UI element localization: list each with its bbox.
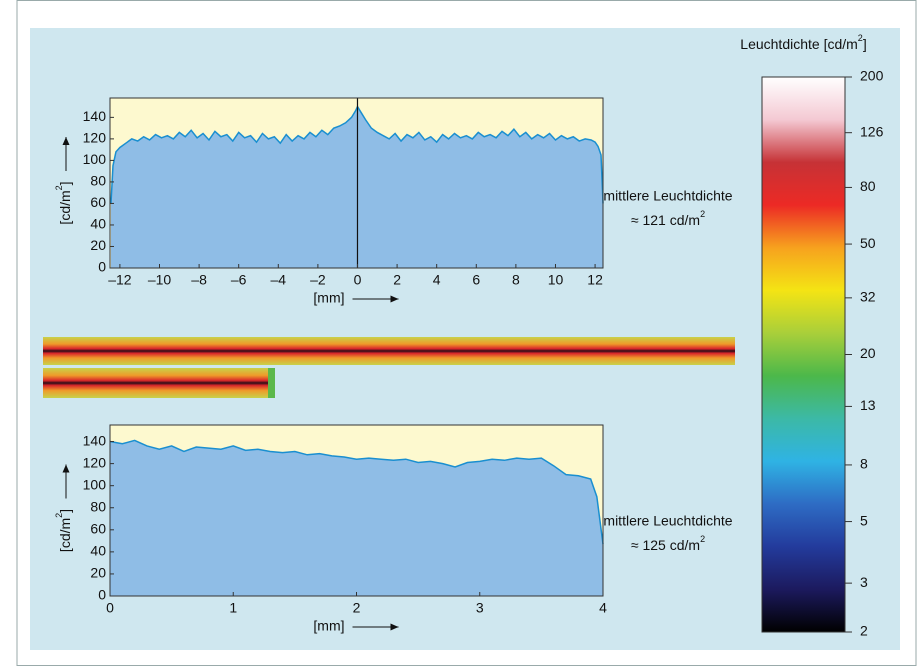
y-tick-label: 120 xyxy=(83,130,107,146)
x-axis-label: [mm] xyxy=(313,618,344,634)
y-axis-label-tail: ] xyxy=(57,181,73,185)
x-tick-label: 6 xyxy=(472,272,480,288)
area-fill xyxy=(110,440,603,596)
y-tick-label: 140 xyxy=(83,108,107,124)
x-tick-label: 8 xyxy=(512,272,520,288)
y-tick-label: 20 xyxy=(90,237,106,253)
y-tick-label: 8 xyxy=(860,456,868,472)
image-strip xyxy=(43,368,275,398)
y-tick-label: 32 xyxy=(860,289,876,305)
y-tick-label: 13 xyxy=(860,397,876,413)
x-tick-label: 4 xyxy=(599,600,607,616)
colorbar-title-text: Leuchtdichte [cd/m xyxy=(740,36,858,52)
x-tick-label: –4 xyxy=(271,272,287,288)
x-tick-label: –6 xyxy=(231,272,247,288)
y-tick-label: 5 xyxy=(860,512,868,528)
x-axis-label: [mm] xyxy=(313,290,344,306)
y-tick-label: 100 xyxy=(83,151,107,167)
y-tick-label: 200 xyxy=(860,68,884,84)
x-tick-label: 1 xyxy=(229,600,237,616)
colorbar xyxy=(762,77,845,632)
y-tick-label: 40 xyxy=(90,216,106,232)
y-tick-label: 0 xyxy=(98,587,106,603)
image-strip xyxy=(43,337,735,365)
y-tick-label: 80 xyxy=(90,173,106,189)
annotation-sup: 2 xyxy=(700,534,705,544)
annotation: mittlere Leuchtdichte xyxy=(603,513,732,529)
annotation: ≈ 121 cd/m2 xyxy=(631,209,705,227)
x-tick-label: 4 xyxy=(433,272,441,288)
y-tick-label: 40 xyxy=(90,543,106,559)
y-tick-label: 2 xyxy=(860,623,868,639)
x-tick-label: 2 xyxy=(393,272,401,288)
y-axis-label-text: [cd/m xyxy=(57,518,73,552)
y-tick-label: 20 xyxy=(90,565,106,581)
x-tick-label: 0 xyxy=(106,600,114,616)
y-tick-label: 80 xyxy=(860,178,876,194)
y-tick-label: 3 xyxy=(860,574,868,590)
y-tick-label: 80 xyxy=(90,498,106,514)
y-tick-label: 140 xyxy=(83,432,107,448)
image-strip-edge xyxy=(268,368,275,398)
figure: 020406080100120140–12–10–8–6–4–202468101… xyxy=(0,0,917,666)
y-tick-label: 0 xyxy=(98,259,106,275)
y-axis-label-text: [cd/m xyxy=(57,190,73,224)
y-tick-label: 50 xyxy=(860,235,876,251)
x-tick-label: 10 xyxy=(548,272,564,288)
colorbar-title: Leuchtdichte [cd/m2] xyxy=(740,33,866,51)
annotation-text: ≈ 121 cd/m xyxy=(631,212,700,228)
x-tick-label: 12 xyxy=(587,272,603,288)
y-tick-label: 120 xyxy=(83,454,107,470)
annotation: mittlere Leuchtdichte xyxy=(603,188,732,204)
x-tick-label: 3 xyxy=(476,600,484,616)
y-axis-label-tail: ] xyxy=(57,509,73,513)
x-tick-label: 0 xyxy=(354,272,362,288)
x-tick-label: –8 xyxy=(191,272,207,288)
y-tick-label: 100 xyxy=(83,476,107,492)
annotation: ≈ 125 cd/m2 xyxy=(631,534,705,552)
x-tick-label: –10 xyxy=(148,272,172,288)
y-tick-label: 60 xyxy=(90,194,106,210)
y-tick-label: 60 xyxy=(90,521,106,537)
x-tick-label: –12 xyxy=(108,272,132,288)
colorbar-title-tail: ] xyxy=(863,36,867,52)
x-tick-label: 2 xyxy=(353,600,361,616)
y-tick-label: 126 xyxy=(860,123,884,139)
x-tick-label: –2 xyxy=(310,272,326,288)
annotation-text: ≈ 125 cd/m xyxy=(631,537,700,553)
y-tick-label: 20 xyxy=(860,345,876,361)
annotation-sup: 2 xyxy=(700,209,705,219)
